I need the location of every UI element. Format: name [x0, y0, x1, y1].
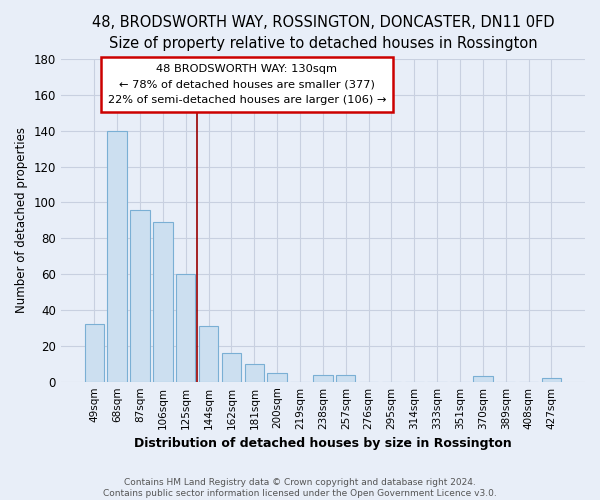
Bar: [542, 378, 561, 382]
Bar: [130, 210, 150, 382]
Bar: [245, 364, 264, 382]
Bar: [336, 374, 355, 382]
Bar: [222, 353, 241, 382]
Bar: [473, 376, 493, 382]
Bar: [176, 274, 196, 382]
X-axis label: Distribution of detached houses by size in Rossington: Distribution of detached houses by size …: [134, 437, 512, 450]
Bar: [313, 374, 332, 382]
Title: 48, BRODSWORTH WAY, ROSSINGTON, DONCASTER, DN11 0FD
Size of property relative to: 48, BRODSWORTH WAY, ROSSINGTON, DONCASTE…: [92, 15, 554, 51]
Bar: [153, 222, 173, 382]
Bar: [107, 131, 127, 382]
Text: Contains HM Land Registry data © Crown copyright and database right 2024.
Contai: Contains HM Land Registry data © Crown c…: [103, 478, 497, 498]
Bar: [199, 326, 218, 382]
Bar: [268, 372, 287, 382]
Y-axis label: Number of detached properties: Number of detached properties: [15, 128, 28, 314]
Text: 48 BRODSWORTH WAY: 130sqm
← 78% of detached houses are smaller (377)
22% of semi: 48 BRODSWORTH WAY: 130sqm ← 78% of detac…: [107, 64, 386, 105]
Bar: [85, 324, 104, 382]
